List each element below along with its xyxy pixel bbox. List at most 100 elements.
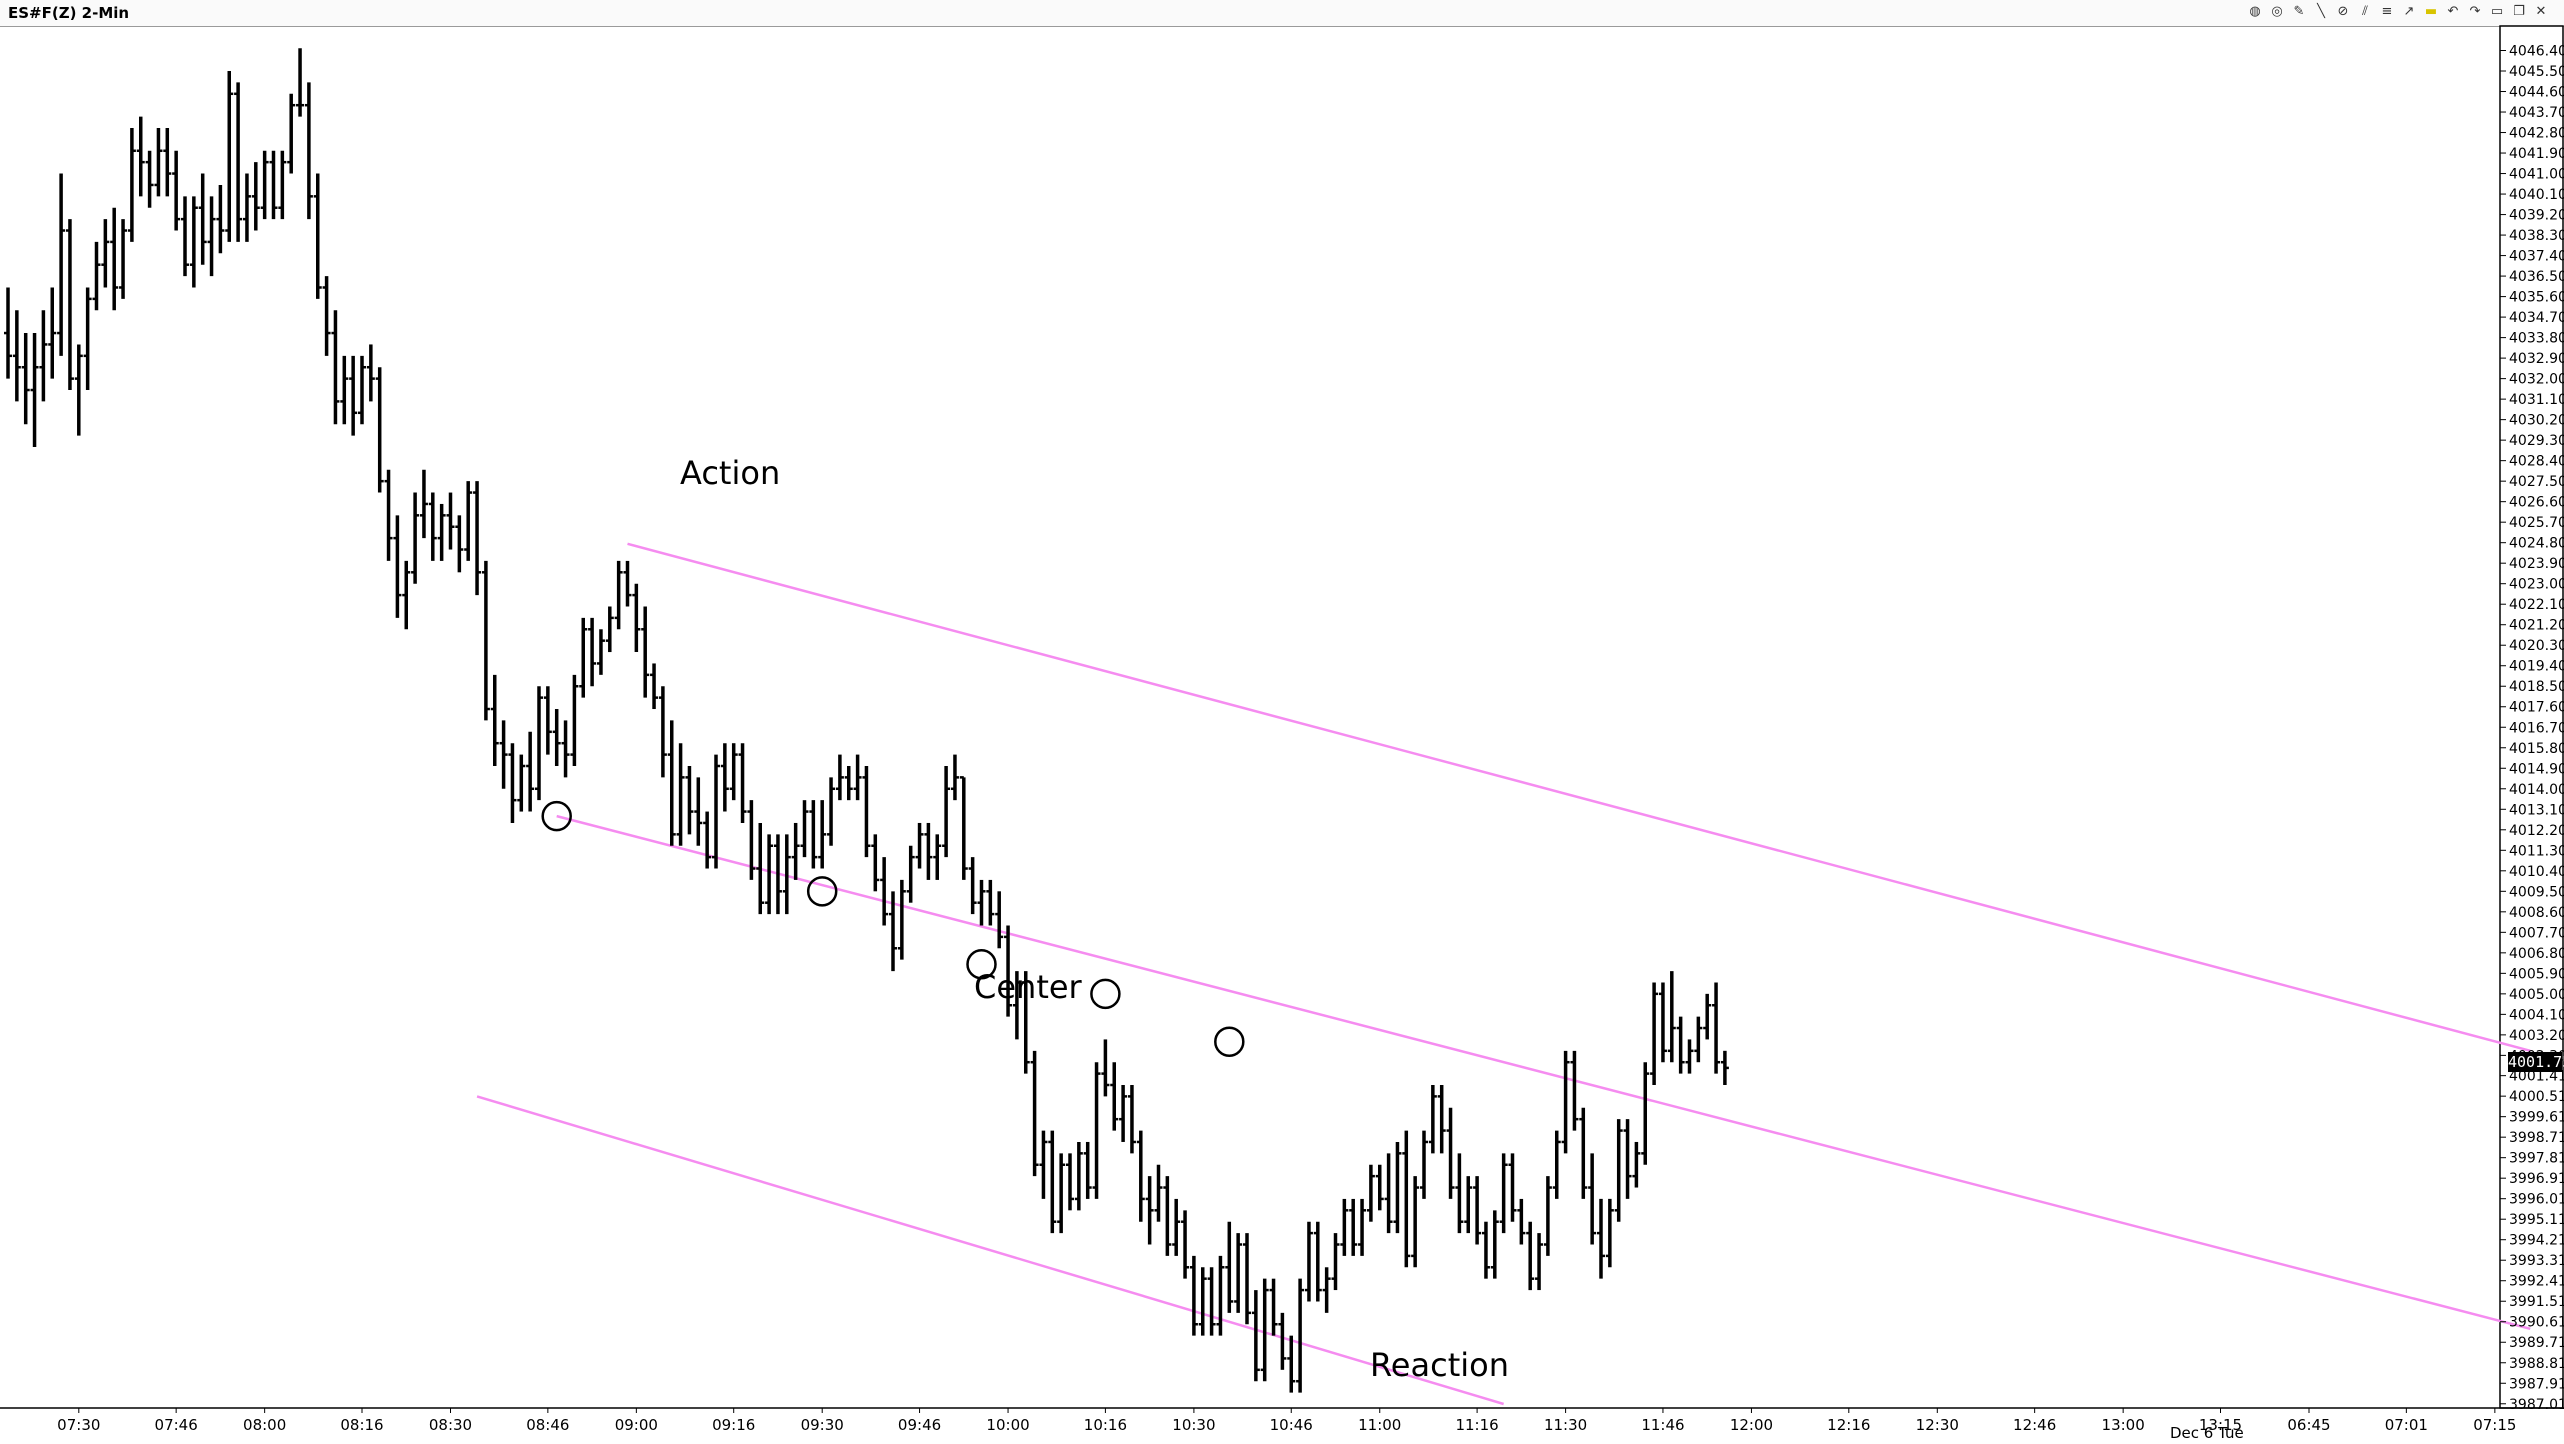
arrow-icon[interactable]: ↗ xyxy=(2403,4,2415,19)
ohlc-bar xyxy=(844,765,853,801)
ohlc-bar xyxy=(1145,1176,1154,1245)
price-axis[interactable]: 4046.40 4045.50 4044.60 4043.70 4042.80 4041.… xyxy=(2500,44,2564,1413)
x-tick-label: 09:16 xyxy=(712,1416,755,1434)
ohlc-bar xyxy=(225,71,234,242)
ohlc-bar xyxy=(694,777,703,846)
ohlc-bar xyxy=(278,150,287,220)
x-tick-label: 13:15 xyxy=(2199,1416,2242,1434)
restore-icon[interactable]: ❐ xyxy=(2513,4,2525,19)
y-tick-label: 4029.30 xyxy=(2509,433,2564,449)
ohlc-bar xyxy=(1597,1198,1605,1279)
ohlc-bar xyxy=(1048,1130,1057,1234)
ohlc-bar xyxy=(269,150,278,220)
last-price-tag: 4001.75 xyxy=(2508,1052,2564,1072)
y-tick-label: 3996.01 xyxy=(2509,1192,2564,1208)
x-tick-label: 08:46 xyxy=(526,1416,569,1434)
crosshair-icon[interactable]: ⊘ xyxy=(2337,4,2349,19)
ohlc-bar xyxy=(765,834,774,915)
x-tick-label: 07:15 xyxy=(2473,1416,2516,1434)
ohlc-bar xyxy=(1420,1130,1428,1199)
globe-icon[interactable]: ◍ xyxy=(2249,4,2261,19)
ohlc-bar xyxy=(526,731,535,812)
settings-icon[interactable]: ▭ xyxy=(2490,4,2504,19)
channel-icon[interactable]: ⫽ xyxy=(2362,4,2368,19)
close-icon[interactable]: ✕ xyxy=(2535,4,2547,19)
time-axis[interactable]: 07:30 07:46 08:00 08:16 08:30 08:46 09:00 09:16… xyxy=(57,1408,2516,1434)
ohlc-bar xyxy=(508,743,517,823)
ohlc-bar xyxy=(1313,1221,1322,1302)
ohlc-bar xyxy=(889,891,897,972)
price-axis-box xyxy=(2499,25,2564,1409)
ohlc-bar xyxy=(1243,1233,1251,1325)
ohlc-bar xyxy=(296,48,305,117)
ohlc-bar xyxy=(535,686,543,801)
undo-icon[interactable]: ↶ xyxy=(2447,4,2459,19)
ohlc-bar xyxy=(313,173,322,299)
y-tick-label: 3999.61 xyxy=(2509,1110,2564,1126)
ohlc-bar xyxy=(676,743,685,846)
ohlc-bar xyxy=(1039,1130,1048,1199)
y-tick-label: 4005.00 xyxy=(2509,987,2564,1003)
x-tick-label: 10:46 xyxy=(1270,1416,1313,1434)
ohlc-bar xyxy=(658,686,667,778)
ohlc-bar xyxy=(1119,1084,1128,1142)
x-tick-label: 10:00 xyxy=(986,1416,1029,1434)
y-tick-label: 4022.10 xyxy=(2509,597,2564,613)
ohlc-bar xyxy=(12,310,21,402)
ohlc-bar xyxy=(950,754,959,801)
ohlc-bar xyxy=(74,344,83,436)
ohlc-bar xyxy=(720,743,729,812)
ohlc-bar xyxy=(968,857,977,915)
ohlc-bar xyxy=(1057,1153,1066,1234)
pen-icon[interactable]: ✎ xyxy=(2293,4,2305,19)
y-tick-label: 3996.91 xyxy=(2509,1171,2564,1187)
fib-icon[interactable]: ≡ xyxy=(2381,4,2393,19)
ohlc-bar xyxy=(251,162,260,231)
y-tick-label: 4041.90 xyxy=(2509,146,2564,162)
date-label: Dec 6 Tue xyxy=(2170,1424,2244,1442)
y-tick-label: 4021.20 xyxy=(2509,618,2564,634)
ohlc-bar xyxy=(588,617,597,687)
pencil-icon[interactable]: ╲ xyxy=(2317,4,2325,19)
ohlc-bar xyxy=(1446,1107,1455,1199)
redo-icon[interactable]: ↷ xyxy=(2469,4,2481,19)
ohlc-bar xyxy=(809,800,818,869)
ohlc-bar xyxy=(1287,1335,1296,1393)
ohlc-bar xyxy=(1304,1221,1313,1302)
ohlc-bar xyxy=(552,709,561,766)
y-tick-label: 4011.30 xyxy=(2509,843,2564,859)
ohlc-bar xyxy=(959,776,968,880)
x-tick-label: 12:16 xyxy=(1827,1416,1870,1434)
ohlc-bar xyxy=(712,754,720,869)
price-bars xyxy=(4,48,1729,1393)
x-tick-label: 09:46 xyxy=(898,1416,941,1434)
ohlc-bar xyxy=(986,879,995,926)
y-tick-label: 4004.10 xyxy=(2509,1007,2564,1023)
ohlc-bar xyxy=(1127,1084,1136,1154)
rectangle-icon[interactable]: ▬ xyxy=(2424,4,2438,19)
channel-line-lower xyxy=(476,1095,1505,1406)
ohlc-bar xyxy=(101,219,110,288)
touch-circles xyxy=(541,800,1245,1057)
y-tick-label: 4003.20 xyxy=(2509,1028,2564,1044)
ohlc-bar xyxy=(234,82,243,242)
ohlc-bar xyxy=(738,743,747,823)
x-tick-label: 08:30 xyxy=(429,1416,472,1434)
y-tick-label: 4014.90 xyxy=(2509,761,2564,777)
target-icon[interactable]: ◎ xyxy=(2271,4,2283,19)
ohlc-bar xyxy=(1375,1164,1384,1211)
ohlc-bar xyxy=(384,469,393,561)
y-tick-label: 4024.80 xyxy=(2509,536,2564,552)
y-tick-label: 3995.11 xyxy=(2509,1212,2564,1228)
ohlc-bar xyxy=(1269,1278,1278,1336)
ohlc-bar xyxy=(1428,1084,1437,1154)
touch-circle xyxy=(806,876,838,907)
ohlc-bar xyxy=(57,173,66,356)
ohlc-bar xyxy=(1517,1198,1526,1245)
ohlc-bar xyxy=(1198,1267,1207,1336)
ohlc-bar xyxy=(340,355,349,425)
y-tick-label: 4033.80 xyxy=(2509,331,2564,347)
ohlc-bar xyxy=(198,173,207,265)
ohlc-bar xyxy=(880,857,889,926)
